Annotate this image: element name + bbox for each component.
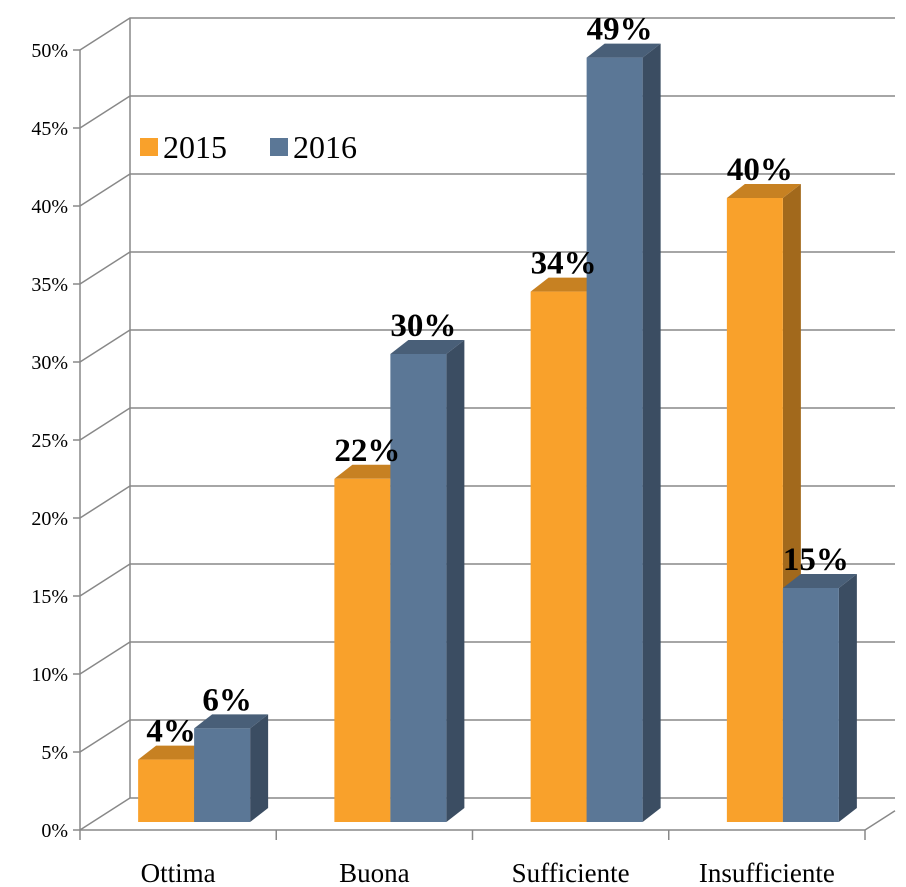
grid-line <box>79 17 895 51</box>
value-label: 49% <box>587 12 653 48</box>
bar <box>782 588 839 822</box>
legend-swatch <box>140 138 158 156</box>
y-tick-label: 25% <box>31 430 68 452</box>
bar-side <box>642 43 661 823</box>
y-tick-label: 10% <box>31 664 68 686</box>
x-tick-label: Sufficiente <box>512 858 630 887</box>
legend-label: 2015 <box>163 129 227 165</box>
value-label: 15% <box>783 542 849 578</box>
bar <box>194 728 251 822</box>
floor-edge <box>864 810 896 831</box>
value-label: 40% <box>727 152 793 188</box>
y-tick-label: 20% <box>31 508 68 530</box>
bar <box>334 478 391 822</box>
bar-top <box>530 277 605 292</box>
y-tick-label: 15% <box>31 586 68 608</box>
bar-side <box>838 574 857 822</box>
x-tick-label: Ottima <box>141 858 216 887</box>
bar-top <box>586 43 661 58</box>
value-label: 4% <box>146 714 196 750</box>
bar <box>726 198 783 822</box>
legend-swatch <box>270 138 288 156</box>
grid-line <box>79 95 895 129</box>
value-label: 22% <box>334 433 400 469</box>
y-tick-label: 50% <box>31 40 68 62</box>
legend-label: 2016 <box>293 129 357 165</box>
y-tick-label: 40% <box>31 196 68 218</box>
bar-side <box>446 340 465 822</box>
bar-top <box>194 714 269 729</box>
bar <box>586 57 643 823</box>
y-tick-label: 0% <box>41 820 68 842</box>
bar-top <box>334 464 409 479</box>
value-label: 6% <box>202 682 252 718</box>
y-tick-label: 30% <box>31 352 68 374</box>
bar-top <box>726 184 801 198</box>
y-tick-label: 45% <box>31 118 68 140</box>
y-tick-label: 35% <box>31 274 68 296</box>
x-tick-label: Insufficiente <box>699 858 835 887</box>
bar-top <box>390 340 465 354</box>
bar <box>390 354 447 822</box>
y-tick-label: 5% <box>41 742 68 764</box>
bar-top <box>138 745 213 760</box>
value-label: 30% <box>390 308 456 344</box>
value-label: 34% <box>531 246 597 282</box>
bar <box>138 759 195 822</box>
bar-side <box>250 714 269 822</box>
x-tick-label: Buona <box>339 858 410 887</box>
bar <box>530 291 587 823</box>
bar-top <box>782 574 857 588</box>
